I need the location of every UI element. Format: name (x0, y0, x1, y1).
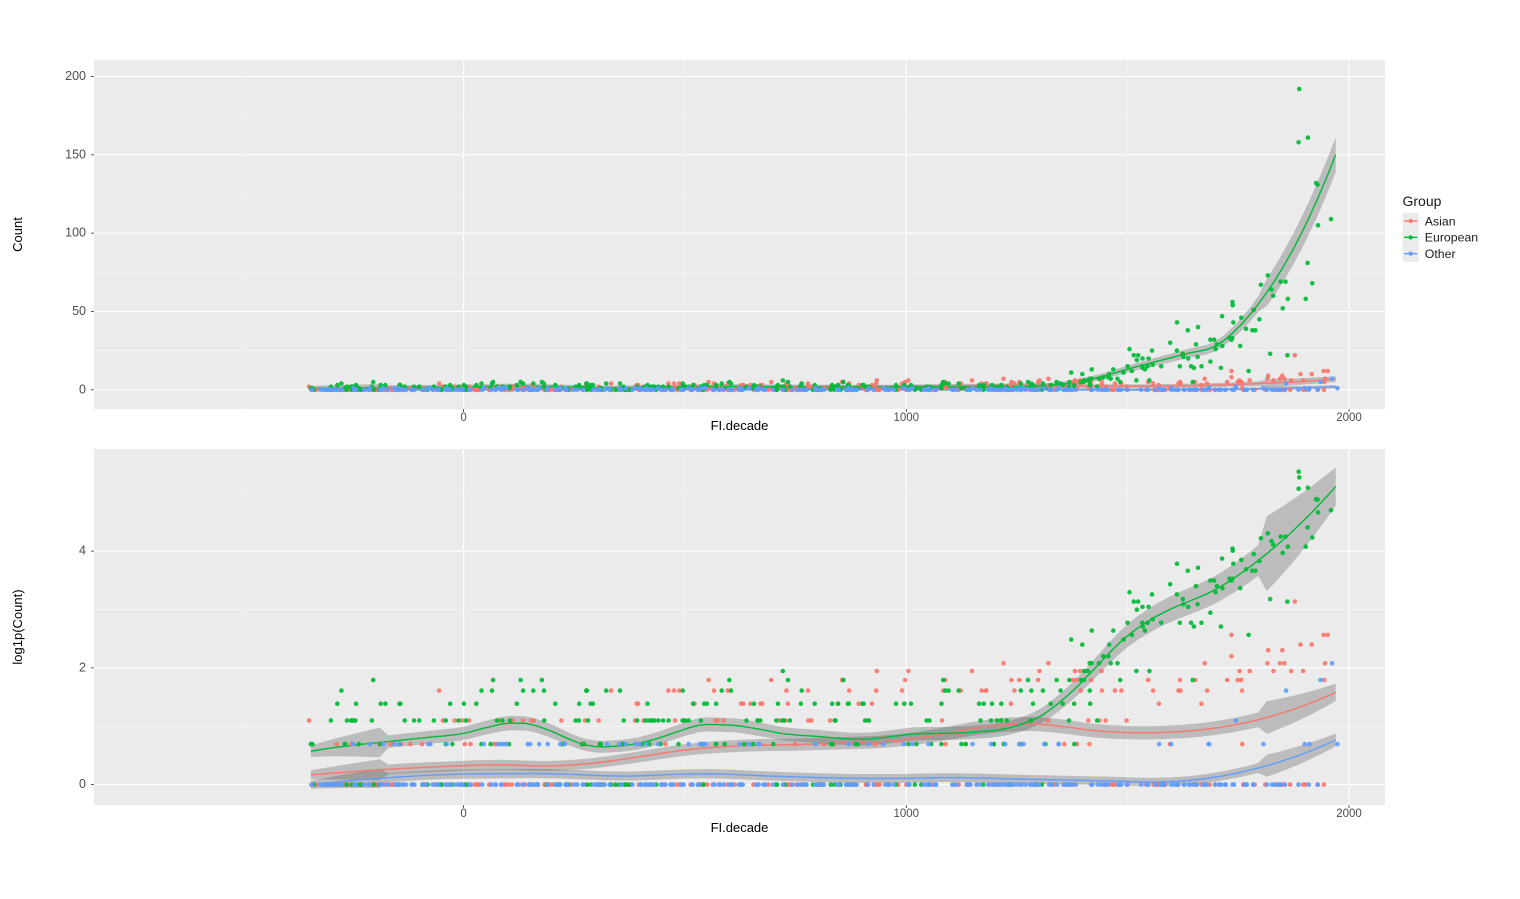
svg-text:1000: 1000 (894, 412, 920, 424)
svg-text:2000: 2000 (1336, 808, 1362, 820)
svg-text:2: 2 (79, 660, 86, 674)
svg-text:50: 50 (72, 304, 86, 318)
svg-text:0: 0 (79, 382, 86, 396)
svg-text:2000: 2000 (1336, 412, 1362, 424)
svg-text:0: 0 (460, 808, 466, 820)
svg-text:FI.decade: FI.decade (711, 418, 769, 433)
svg-text:FI.decade: FI.decade (711, 820, 769, 835)
svg-text:0: 0 (79, 777, 86, 791)
svg-text:Other: Other (1425, 247, 1456, 261)
svg-text:1000: 1000 (894, 808, 920, 820)
svg-text:200: 200 (65, 69, 86, 83)
svg-text:4: 4 (79, 544, 86, 558)
svg-text:150: 150 (65, 147, 86, 161)
svg-text:Asian: Asian (1425, 214, 1456, 228)
svg-text:Count: Count (10, 217, 25, 252)
svg-text:European: European (1425, 231, 1478, 245)
svg-text:100: 100 (65, 226, 86, 240)
svg-text:0: 0 (460, 412, 466, 424)
svg-text:log1p(Count): log1p(Count) (10, 589, 25, 664)
svg-text:Group: Group (1403, 193, 1442, 209)
